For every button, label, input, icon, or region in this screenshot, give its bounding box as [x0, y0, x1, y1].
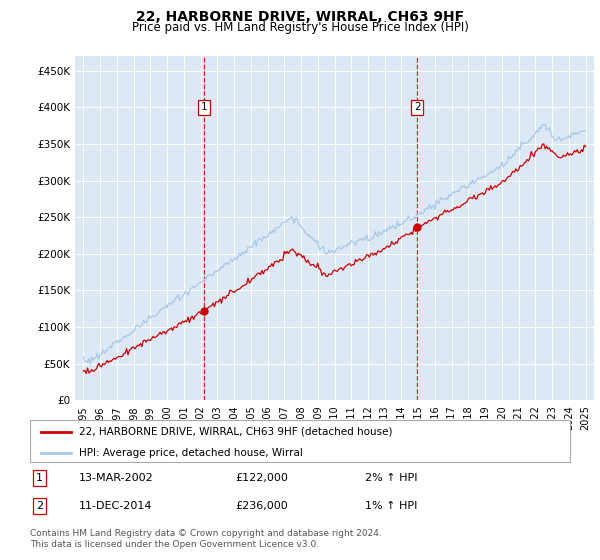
Text: 2: 2	[36, 501, 43, 511]
Text: £236,000: £236,000	[235, 501, 288, 511]
Text: 2: 2	[414, 102, 421, 113]
Text: 11-DEC-2014: 11-DEC-2014	[79, 501, 152, 511]
Text: Contains HM Land Registry data © Crown copyright and database right 2024.
This d: Contains HM Land Registry data © Crown c…	[30, 529, 382, 549]
Text: 1: 1	[200, 102, 207, 113]
Text: HPI: Average price, detached house, Wirral: HPI: Average price, detached house, Wirr…	[79, 448, 302, 458]
Text: 22, HARBORNE DRIVE, WIRRAL, CH63 9HF (detached house): 22, HARBORNE DRIVE, WIRRAL, CH63 9HF (de…	[79, 427, 392, 437]
Text: 2% ↑ HPI: 2% ↑ HPI	[365, 473, 418, 483]
Text: 1% ↑ HPI: 1% ↑ HPI	[365, 501, 417, 511]
Text: Price paid vs. HM Land Registry's House Price Index (HPI): Price paid vs. HM Land Registry's House …	[131, 21, 469, 34]
Text: £122,000: £122,000	[235, 473, 288, 483]
Text: 13-MAR-2002: 13-MAR-2002	[79, 473, 154, 483]
Text: 22, HARBORNE DRIVE, WIRRAL, CH63 9HF: 22, HARBORNE DRIVE, WIRRAL, CH63 9HF	[136, 10, 464, 24]
Text: 1: 1	[36, 473, 43, 483]
FancyBboxPatch shape	[30, 420, 570, 462]
